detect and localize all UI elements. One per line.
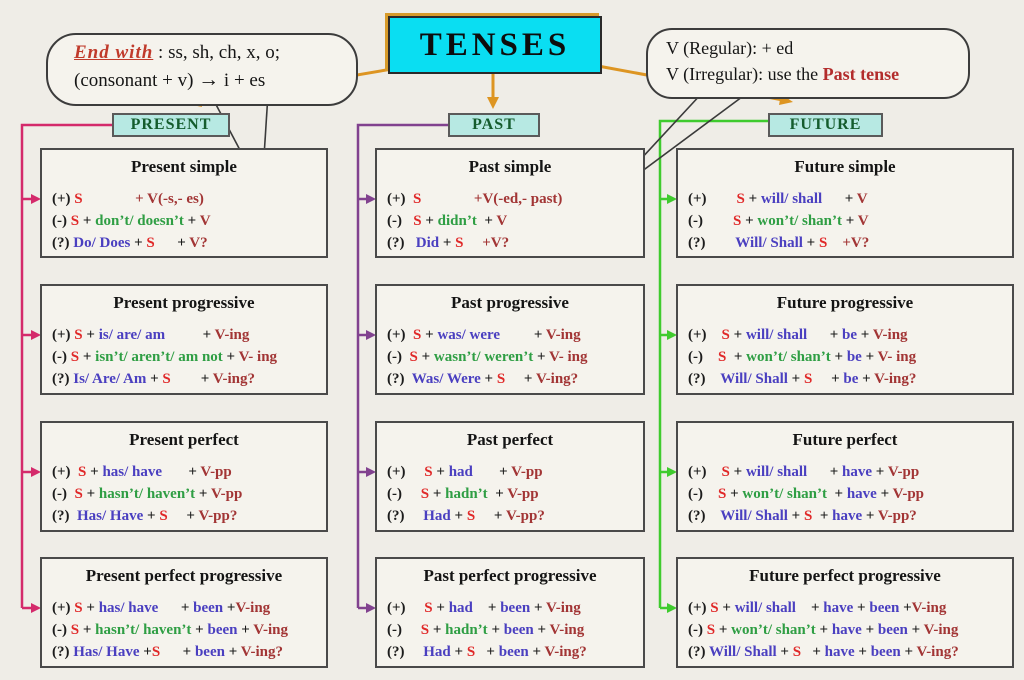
- formula-line: (+) S + has/ have + V-pp: [52, 464, 232, 480]
- tense-box-past-simple: Past simple (+) S +V(-ed,- past) (-) S + d…: [375, 148, 645, 258]
- formula-line: (-) S + won’t/ shan’t + V: [688, 213, 869, 229]
- formula-line: (+) S + V(-s,- es): [52, 191, 204, 207]
- formula-line: (-) S + hadn’t + been + V-ing: [387, 622, 585, 638]
- formula-line: (+) S + had + been + V-ing: [387, 600, 581, 616]
- box-title: Present perfect progressive: [85, 566, 283, 585]
- end-with-label: End with: [74, 42, 154, 63]
- box-title: Future perfect progressive: [749, 566, 941, 585]
- note-bubble-end-with: End with : ss, sh, ch, x, o; (consonant …: [46, 33, 358, 106]
- formula-line: (?) Had + S + been + V-ing?: [387, 644, 587, 660]
- formula-line: (+) S + will/ shall + V: [688, 191, 868, 207]
- tense-box-future-progressive: Future progressive (+) S + will/ shall + …: [676, 284, 1014, 395]
- formula-line: (?) Will/ Shall + S + have + been + V-in…: [688, 644, 959, 660]
- formula-line: (?) Did + S +V?: [387, 235, 510, 251]
- box-title: Past perfect progressive: [423, 566, 597, 585]
- header-present: PRESENT: [112, 113, 230, 137]
- header-past: PAST: [448, 113, 540, 137]
- formula-line: (-) S + don’t/ doesn’t + V: [52, 213, 211, 229]
- formula-line: (-) S + wasn’t/ weren’t + V- ing: [387, 349, 588, 365]
- formula-line: (?) Has/ Have + S + V-pp?: [52, 508, 238, 524]
- formula-line: (-) S + hasn’t/ haven’t + V-pp: [52, 486, 243, 502]
- formula-line: (+) S + will/ shall + have + V-pp: [688, 464, 920, 480]
- formula-line: (+) S +V(-ed,- past): [387, 191, 563, 207]
- formula-line: (?) Will/ Shall + S +V?: [688, 235, 870, 251]
- box-title: Past simple: [468, 157, 552, 176]
- tense-box-present-perfect: Present perfect (+) S + has/ have + V-pp (…: [40, 421, 328, 532]
- tense-box-future-simple: Future simple (+) S + will/ shall + V (-) …: [676, 148, 1014, 258]
- box-title: Present progressive: [113, 293, 255, 312]
- box-title: Future simple: [794, 157, 896, 176]
- note-line-endings: End with : ss, sh, ch, x, o;: [74, 42, 280, 63]
- formula-line: (?) Had + S + V-pp?: [387, 508, 545, 524]
- formula-line: (?) Was/ Were + S + V-ing?: [387, 371, 579, 387]
- box-title: Present perfect: [129, 430, 239, 449]
- box-title: Future perfect: [792, 430, 898, 449]
- formula-line: (+) S + has/ have + been +V-ing: [52, 600, 271, 616]
- note-bubble-verb-forms: V (Regular): + ed V (Irregular): use the…: [646, 28, 970, 99]
- right-arrow-icon: →: [198, 67, 220, 91]
- tense-box-past-perfect-progressive: Past perfect progressive (+) S + had + be…: [375, 557, 645, 668]
- formula-line: (?) Is/ Are/ Am + S + V-ing?: [52, 371, 255, 387]
- tenses-title-label: TENSES: [419, 26, 571, 63]
- formula-line: (?) Has/ Have +S + been + V-ing?: [52, 644, 283, 660]
- tense-box-past-progressive: Past progressive (+) S + was/ were + V-in…: [375, 284, 645, 395]
- tense-box-future-perfect-progressive: Future perfect progressive (+) S + will/ …: [676, 557, 1014, 668]
- tense-box-present-progressive: Present progressive (+) S + is/ are/ am +…: [40, 284, 328, 395]
- formula-line: (+) S + is/ are/ am + V-ing: [52, 327, 250, 343]
- tense-box-present-perfect-progressive: Present perfect progressive (+) S + has/ …: [40, 557, 328, 668]
- note-line-consonant: (consonant + v) → i + es: [74, 67, 266, 91]
- formula-line: (+) S + was/ were + V-ing: [387, 327, 581, 343]
- formula-line: (-) S + won’t/ shan’t + have + been + V-…: [688, 622, 959, 638]
- note-line-irregular: V (Irregular): use the Past tense: [666, 64, 900, 84]
- note-line-regular: V (Regular): + ed: [666, 38, 794, 58]
- formula-line: (-) S + hasn’t/ haven’t + been + V-ing: [52, 622, 288, 638]
- tense-box-future-perfect: Future perfect (+) S + will/ shall + have…: [676, 421, 1014, 532]
- past-tense-highlight: Past tense: [822, 64, 900, 84]
- box-title: Past progressive: [451, 293, 569, 312]
- formula-line: (+) S + had + V-pp: [387, 464, 543, 480]
- box-title: Future progressive: [776, 293, 914, 312]
- tense-box-present-simple: Present simple (+) S + V(-s,- es) (-) S + …: [40, 148, 328, 258]
- formula-line: (?) Will/ Shall + S + be + V-ing?: [688, 371, 917, 387]
- formula-line: (-) S + won’t/ shan’t + be + V- ing: [688, 349, 917, 365]
- formula-line: (?) Will/ Shall + S + have + V-pp?: [688, 508, 917, 524]
- tenses-title: TENSES: [388, 16, 602, 74]
- header-future: FUTURE: [768, 113, 883, 137]
- formula-line: (+) S + will/ shall + be + V-ing: [688, 327, 908, 343]
- formula-line: (-) S + didn’t + V: [387, 213, 508, 229]
- box-title: Present simple: [131, 157, 237, 176]
- formula-line: (-) S + won’t/ shan’t + have + V-pp: [688, 486, 925, 502]
- tense-box-past-perfect: Past perfect (+) S + had + V-pp (-) S + ha…: [375, 421, 645, 532]
- formula-line: (-) S + isn’t/ aren’t/ am not + V- ing: [52, 349, 278, 365]
- formula-line: (-) S + hadn’t + V-pp: [387, 486, 539, 502]
- box-title: Past perfect: [466, 430, 554, 449]
- formula-line: (?) Do/ Does + S + V?: [52, 235, 208, 251]
- formula-line: (+) S + will/ shall + have + been +V-ing: [688, 600, 947, 616]
